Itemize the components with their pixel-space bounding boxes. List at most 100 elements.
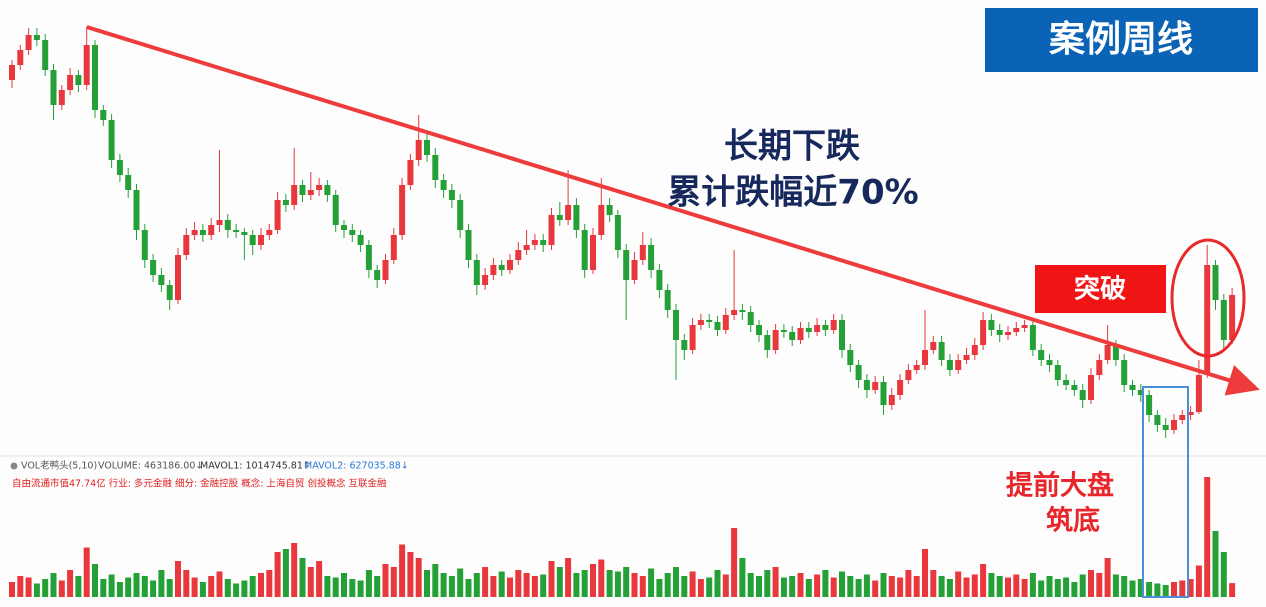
candle-body — [9, 65, 15, 80]
candle-body — [33, 35, 40, 40]
candle-body — [515, 250, 522, 260]
candle-body — [183, 235, 190, 255]
volume-bar — [241, 580, 248, 597]
candle-body — [648, 245, 655, 270]
indicator-name: VOL老鸭头(5,10) — [21, 460, 97, 472]
breakout-label: 突破 — [1074, 274, 1126, 305]
volume-bar — [789, 576, 796, 597]
candle-body — [922, 350, 928, 365]
volume-bar — [623, 567, 630, 597]
candle-body — [523, 245, 530, 250]
volume-bar — [1079, 574, 1086, 597]
candle-body — [67, 75, 74, 90]
volume-bar — [1121, 576, 1128, 597]
candle-body — [1129, 385, 1136, 390]
volume-bar — [175, 561, 181, 597]
volume-bar — [880, 573, 887, 597]
volume-bar — [233, 583, 240, 597]
volume-bar — [216, 571, 223, 597]
volume-bar — [424, 570, 430, 597]
volume-bar — [805, 579, 812, 597]
volume-bar — [141, 576, 148, 597]
candle-body — [1029, 325, 1036, 350]
volume-bar — [249, 576, 256, 597]
candle-body — [332, 195, 339, 225]
volume-bar — [473, 573, 480, 597]
candle-body — [556, 215, 563, 220]
volume-bar — [440, 573, 447, 597]
candle-body — [789, 332, 796, 340]
candle-body — [108, 120, 115, 160]
volume-bar — [1054, 579, 1061, 597]
volume-bar — [1088, 570, 1094, 597]
volume-bar — [365, 570, 372, 597]
candle-body — [50, 70, 57, 105]
volume-bar — [1171, 582, 1177, 597]
candle-body — [399, 185, 406, 235]
candle-body — [390, 235, 397, 260]
volume-bar — [955, 571, 962, 597]
volume-bar — [971, 574, 978, 597]
volume-bar — [349, 579, 356, 597]
candle-body — [92, 45, 98, 110]
volume-bar — [548, 561, 555, 597]
candle-body — [548, 215, 555, 245]
volume-bar — [714, 570, 721, 597]
candle-body — [357, 235, 364, 245]
indicator-icon — [10, 462, 18, 470]
candle-body — [382, 260, 389, 280]
candle-body — [780, 330, 787, 332]
volume-bar — [316, 561, 323, 597]
candle-body — [75, 75, 82, 85]
volume-bar — [606, 570, 613, 597]
candle-body — [241, 232, 248, 235]
volume-bar — [1029, 573, 1036, 597]
volume-bar — [523, 573, 530, 597]
volume-bar — [697, 579, 704, 597]
candle-body — [614, 215, 621, 250]
candle-body — [1079, 390, 1086, 400]
candle-body — [448, 190, 455, 200]
volume-bar — [266, 570, 273, 597]
candle-body — [731, 310, 738, 315]
bottom-box — [1142, 386, 1189, 598]
candle-body — [697, 320, 704, 325]
volume-bar — [357, 580, 364, 597]
indicator-item: VOLUME: 463186.00↓ — [98, 461, 203, 472]
candle-body — [249, 235, 256, 245]
volume-bar — [17, 576, 24, 597]
volume-bar — [614, 571, 621, 597]
info-line: 自由流通市值47.74亿 行业: 多元金融 细分: 金融控股 概念: 上海自贸 … — [12, 478, 387, 490]
volume-bar — [1005, 577, 1011, 597]
candle-body — [150, 260, 157, 275]
volume-bar — [208, 576, 215, 597]
volume-bar — [307, 567, 314, 597]
candle-body — [946, 360, 953, 370]
candle-body — [971, 345, 978, 355]
volume-bar — [689, 571, 696, 597]
volume-bar — [656, 579, 663, 597]
volume-bar — [930, 570, 937, 597]
candle-body — [125, 175, 132, 190]
candle-body — [1104, 345, 1111, 360]
volume-bar — [183, 570, 190, 597]
volume-bar — [780, 577, 787, 597]
candle-body — [274, 200, 281, 230]
candle-body — [606, 205, 613, 215]
candle-body — [531, 240, 538, 245]
candle-body — [1013, 328, 1020, 332]
volume-bar — [1162, 585, 1169, 597]
candle-body — [747, 312, 754, 325]
volume-bar — [116, 582, 123, 597]
candle-body — [365, 245, 372, 270]
volume-bars — [9, 477, 1236, 597]
candle-body — [1212, 265, 1219, 300]
candle-body — [872, 382, 879, 390]
volume-bar — [822, 570, 829, 597]
indicator-item: MAVOL2: 627035.88↓ — [304, 461, 409, 472]
volume-bar — [830, 577, 837, 597]
volume-bar — [1204, 477, 1211, 597]
candle-body — [1187, 412, 1194, 415]
volume-bar — [814, 574, 821, 597]
